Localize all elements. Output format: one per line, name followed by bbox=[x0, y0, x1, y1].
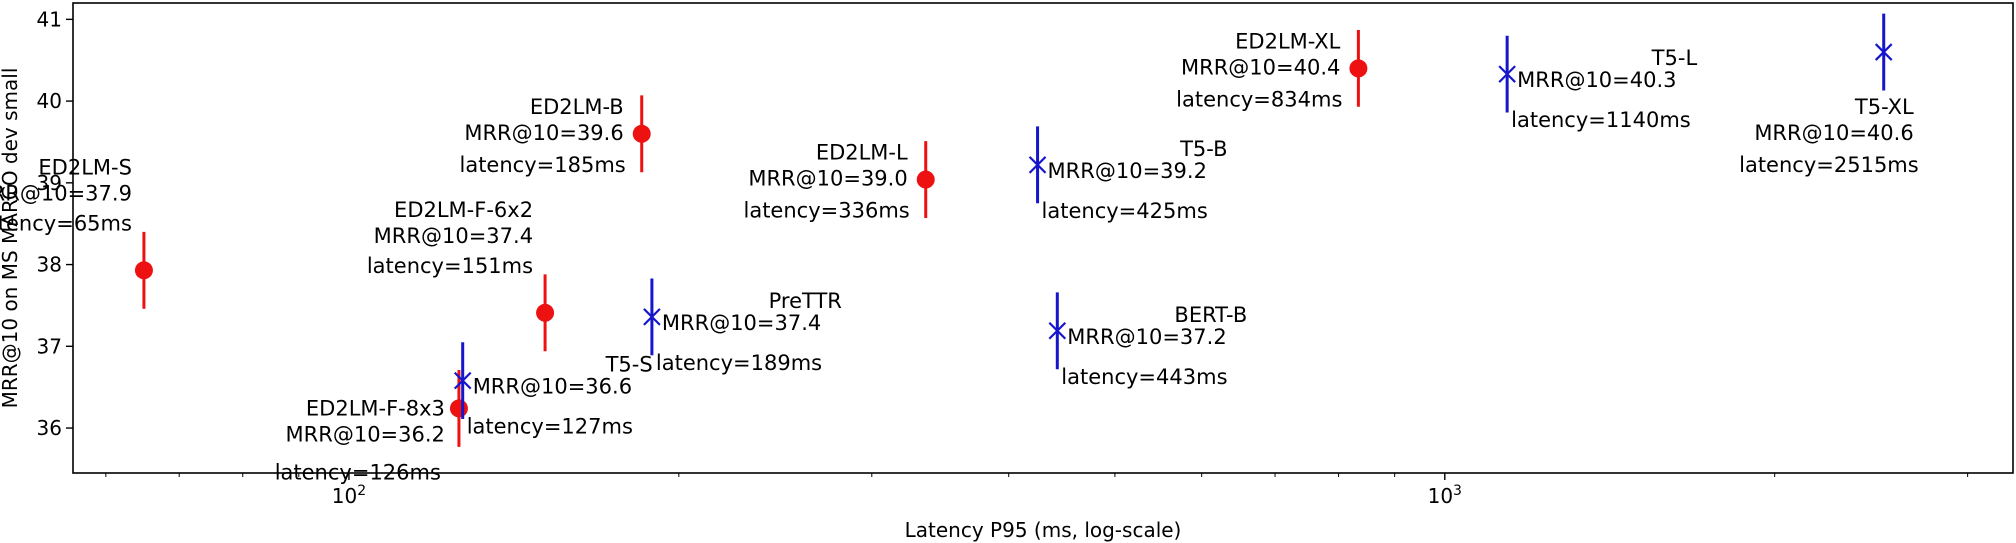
data-point bbox=[1048, 321, 1067, 340]
point-label-mrr: MRR@10=36.2 bbox=[286, 422, 445, 446]
point-label-name: ED2LM-F-8x3 bbox=[306, 396, 445, 420]
data-point bbox=[1028, 156, 1047, 174]
point-label-mrr: MRR@10=37.4 bbox=[374, 224, 533, 248]
point-label-latency: latency=2515ms bbox=[1739, 153, 1919, 177]
data-point bbox=[632, 124, 651, 143]
data-point bbox=[1874, 43, 1893, 61]
data-point-stroke bbox=[453, 371, 472, 390]
x-axis-title: Latency P95 (ms, log-scale) bbox=[905, 518, 1182, 542]
data-point bbox=[449, 399, 468, 418]
point-label-latency: latency=425ms bbox=[1042, 199, 1208, 223]
point-label-name: BERT-B bbox=[1174, 303, 1247, 327]
data-point bbox=[536, 303, 555, 322]
y-tick-label: 38 bbox=[37, 253, 62, 277]
point-label-name: ED2LM-L bbox=[816, 141, 908, 165]
point-label-mrr: MRR@10=40.3 bbox=[1517, 68, 1676, 92]
point-label-name: ED2LM-B bbox=[530, 95, 624, 119]
data-marks bbox=[134, 13, 1893, 447]
point-label-latency: latency=126ms bbox=[275, 460, 441, 484]
axis-ticks: 36 37 38 39 40 41 102 103 bbox=[37, 7, 1969, 508]
point-label-mrr: MRR@10=37.4 bbox=[662, 311, 821, 335]
point-label-latency: latency=65ms bbox=[0, 211, 132, 235]
y-tick-label: 40 bbox=[37, 89, 62, 113]
point-label-mrr: MRR@10=37.2 bbox=[1067, 325, 1226, 349]
data-point-stroke bbox=[1498, 65, 1516, 83]
data-point bbox=[1349, 59, 1368, 78]
plot-frame bbox=[72, 2, 2014, 474]
point-label-mrr: MRR@10=40.6 bbox=[1754, 121, 1913, 145]
point-label-mrr: MRR@10=40.4 bbox=[1181, 55, 1340, 79]
point-label-latency: latency=1140ms bbox=[1511, 108, 1691, 132]
data-point bbox=[643, 308, 661, 326]
point-label-latency: latency=834ms bbox=[1176, 87, 1342, 111]
point-label-latency: latency=127ms bbox=[467, 415, 633, 439]
x-tick-label: 102 bbox=[332, 483, 366, 508]
y-tick-label: 39 bbox=[37, 171, 62, 195]
data-point bbox=[1498, 65, 1516, 83]
data-point-stroke bbox=[1028, 156, 1047, 174]
data-point bbox=[134, 261, 153, 280]
point-label-latency: latency=336ms bbox=[744, 199, 910, 223]
point-label-name: T5-L bbox=[1651, 46, 1698, 70]
y-tick-label: 36 bbox=[37, 416, 62, 440]
point-label-mrr: MRR@10=39.0 bbox=[748, 167, 907, 191]
point-label-mrr: MRR@10=39.6 bbox=[464, 121, 623, 145]
point-label-name: T5-S bbox=[605, 353, 653, 377]
y-tick-label: 37 bbox=[37, 334, 62, 358]
point-label-mrr: MRR@10=36.6 bbox=[473, 375, 632, 399]
x-tick-label: 103 bbox=[1428, 483, 1462, 508]
point-label-mrr: MRR@10=39.2 bbox=[1048, 159, 1207, 183]
point-label-mrr: MRR@10=37.9 bbox=[0, 181, 132, 205]
data-point bbox=[916, 170, 935, 189]
point-label-name: ED2LM-F-6x2 bbox=[394, 198, 533, 222]
point-label-name: T5-XL bbox=[1854, 95, 1914, 119]
data-point-stroke bbox=[1048, 321, 1067, 340]
point-label-latency: latency=443ms bbox=[1061, 365, 1227, 389]
point-label-latency: latency=189ms bbox=[656, 351, 822, 375]
data-point bbox=[453, 371, 472, 390]
point-label-latency: latency=151ms bbox=[367, 254, 533, 278]
data-point-stroke bbox=[1874, 43, 1893, 61]
point-label-latency: latency=185ms bbox=[460, 153, 626, 177]
y-tick-label: 41 bbox=[37, 7, 62, 31]
point-label-name: ED2LM-XL bbox=[1235, 29, 1341, 53]
point-label-name: ED2LM-S bbox=[38, 155, 132, 179]
data-point-stroke bbox=[643, 308, 661, 326]
point-label-name: T5-B bbox=[1179, 137, 1227, 161]
y-axis-title: MRR@10 on MS MARCO dev small bbox=[0, 68, 22, 409]
point-label-name: PreTTR bbox=[769, 289, 842, 313]
